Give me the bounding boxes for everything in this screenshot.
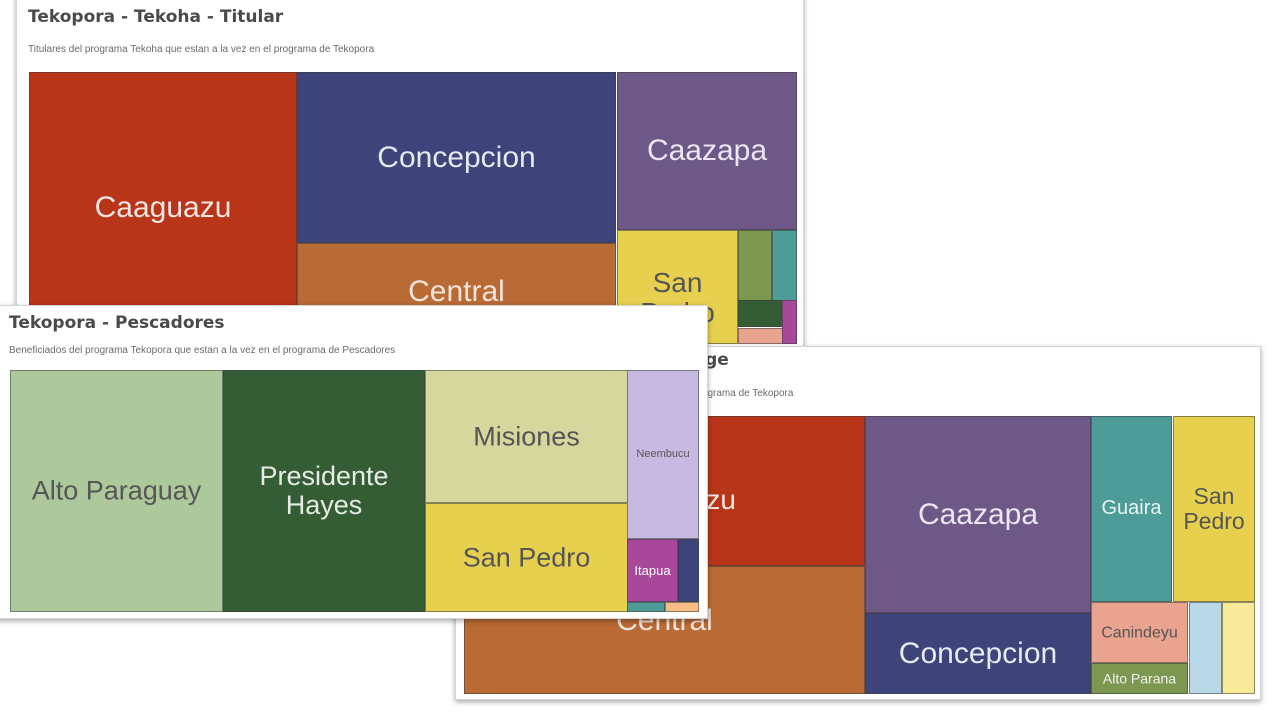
treemap-tile-label: Alto Paraguay (31, 475, 202, 506)
treemap-tile[interactable]: San Pedro (1173, 416, 1255, 602)
chart-subtitle: programa de Tekopora (693, 388, 794, 399)
treemap-tile-label: San Pedro (1183, 483, 1245, 534)
treemap-tile[interactable]: Alto Parana (1091, 663, 1188, 694)
treemap-tile[interactable] (738, 328, 783, 344)
treemap-tile[interactable] (738, 300, 783, 327)
treemap-tile[interactable]: Alto Paraguay (10, 370, 223, 612)
treemap-tile[interactable]: Misiones (425, 370, 628, 503)
treemap-tile-label: San Pedro (462, 541, 591, 572)
chart-title: Tekopora - Pescadores (9, 313, 225, 333)
treemap-tile-label: Concepcion (377, 140, 536, 174)
treemap-tile[interactable]: Itapua (627, 539, 678, 602)
treemap-tile[interactable]: Caaguazu (29, 72, 297, 344)
treemap-tile[interactable]: Guaira (1091, 416, 1172, 602)
treemap-tile[interactable]: Canindeyu (1091, 602, 1188, 663)
treemap-tile-label: Canindeyu (1101, 623, 1178, 641)
treemap-tile[interactable] (1189, 602, 1222, 694)
treemap-tile[interactable] (1222, 602, 1255, 694)
treemap-tile-label: Caaguazu (94, 190, 232, 224)
treemap-tile[interactable] (678, 539, 699, 602)
treemap-tile-label: Concepcion (898, 636, 1058, 670)
treemap-tile[interactable] (772, 230, 797, 301)
treemap-tile-label: Itapua (634, 562, 671, 578)
treemap-tile-label: Neembucu (636, 447, 690, 460)
treemap-tile-label: Caazapa (917, 497, 1039, 531)
treemap-plot: Alto Paraguay Presidente Hayes Misiones San… (10, 370, 699, 612)
treemap-tile-label: Alto Parana (1102, 669, 1177, 686)
treemap-tile[interactable] (665, 602, 699, 612)
chart-title: Tekopora - Tekoha - Titular (28, 7, 284, 27)
treemap-tile[interactable] (782, 300, 797, 344)
treemap-tile-label: Central (408, 274, 505, 308)
chart-subtitle: Titulares del programa Tekoha que estan … (28, 44, 375, 55)
treemap-tile-label: Caazapa (646, 133, 768, 167)
treemap-tile[interactable]: San Pedro (425, 503, 628, 612)
treemap-tile[interactable]: Neembucu (627, 370, 699, 539)
treemap-tile[interactable] (738, 230, 772, 301)
treemap-tile[interactable]: Concepcion (865, 613, 1091, 694)
treemap-tile[interactable]: Concepcion (297, 72, 616, 243)
treemap-tile-label: Presidente Hayes (259, 460, 389, 520)
treemap-tile[interactable]: Presidente Hayes (223, 370, 425, 612)
treemap-tile[interactable] (627, 602, 665, 612)
treemap-card-tekoha: Tekopora - Tekoha - Titular Titulares de… (16, 0, 804, 348)
treemap-tile[interactable]: Caazapa (865, 416, 1091, 613)
treemap-tile-label: Misiones (473, 420, 580, 451)
chart-subtitle: Beneficiados del programa Tekopora que e… (9, 345, 396, 356)
treemap-tile-label: Guaira (1101, 497, 1162, 520)
treemap-tile[interactable]: Caazapa (617, 72, 797, 230)
treemap-card-pescadores: Tekopora - Pescadores Beneficiados del p… (0, 305, 708, 619)
